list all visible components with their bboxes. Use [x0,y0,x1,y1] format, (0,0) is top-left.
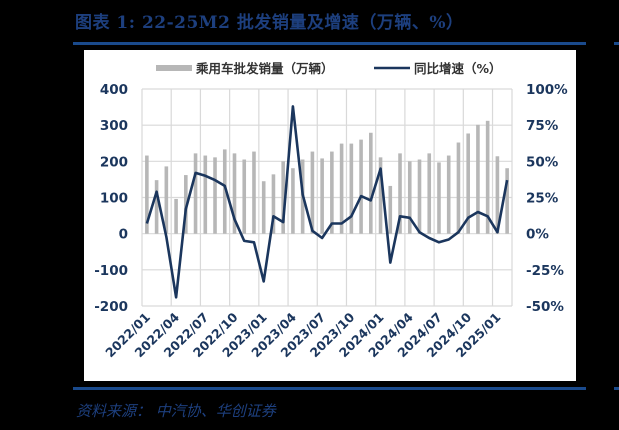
right-axis-tick: 50% [526,154,559,170]
bar [446,155,451,234]
right-axis-tick: 25% [526,191,559,207]
bar [164,166,169,234]
left-axis-tick: -200 [94,299,128,315]
bar [495,156,500,234]
legend-line-label: 同比增速（%） [414,61,502,76]
left-axis-tick: 200 [100,154,128,170]
bar [232,153,237,234]
bar [476,124,480,234]
right-axis-labels: 100% 75% 50% 25% 0% -25% -50% [526,82,568,315]
bar [252,151,256,234]
top-rule-right [614,42,619,45]
left-axis-tick: -100 [94,263,128,279]
left-axis-tick: 300 [100,118,128,134]
bar-series [145,120,509,234]
bar [388,185,393,234]
bar [369,132,373,234]
legend: 乘用车批发销量（万辆） 同比增速（%） [156,61,502,76]
right-axis-tick: 75% [526,118,559,134]
right-axis-tick: -50% [526,299,564,315]
bottom-rule-right [614,387,619,390]
bar [349,143,354,234]
bar [291,168,295,234]
top-rule [73,42,586,45]
x-axis-labels: 2022/012022/042022/072022/102023/012023/… [102,309,503,360]
right-axis-tick: 0% [526,227,549,243]
bar [145,155,149,234]
figure-title: 图表 1: 22-25M2 批发销量及增速（万辆、%） [75,13,464,33]
right-axis-tick: 100% [526,82,568,98]
bar [417,159,422,234]
bar [427,153,432,234]
bar [213,157,217,234]
bar [407,161,412,234]
bar [242,159,247,234]
bar [359,139,363,234]
bar [222,149,227,234]
left-axis-labels: 400 300 200 100 0 -100 -200 [94,82,128,315]
bar [339,143,344,234]
bar [505,168,509,234]
bar [456,142,461,234]
bar [378,157,383,234]
left-axis-tick: 100 [100,191,128,207]
left-axis-tick: 400 [100,82,128,98]
bar [174,198,178,234]
legend-bar-swatch [156,65,192,71]
bar [271,174,276,234]
bar [485,120,490,234]
bar [437,162,441,234]
bar [281,161,285,234]
left-axis-tick: 0 [119,227,128,243]
bar [154,180,159,234]
bar [320,158,324,234]
bar [310,151,315,234]
line-series [145,105,509,299]
gridlines [141,88,513,307]
bar [193,153,198,234]
bar [261,181,266,234]
bar [466,133,470,234]
legend-bar-label: 乘用车批发销量（万辆） [195,61,334,76]
bar [398,153,402,234]
right-axis-tick: -25% [526,263,564,279]
source-note: 资料来源： 中汽协、华创证券 [76,402,276,420]
bar [203,155,208,234]
bar [330,151,334,234]
bottom-rule [73,387,586,390]
